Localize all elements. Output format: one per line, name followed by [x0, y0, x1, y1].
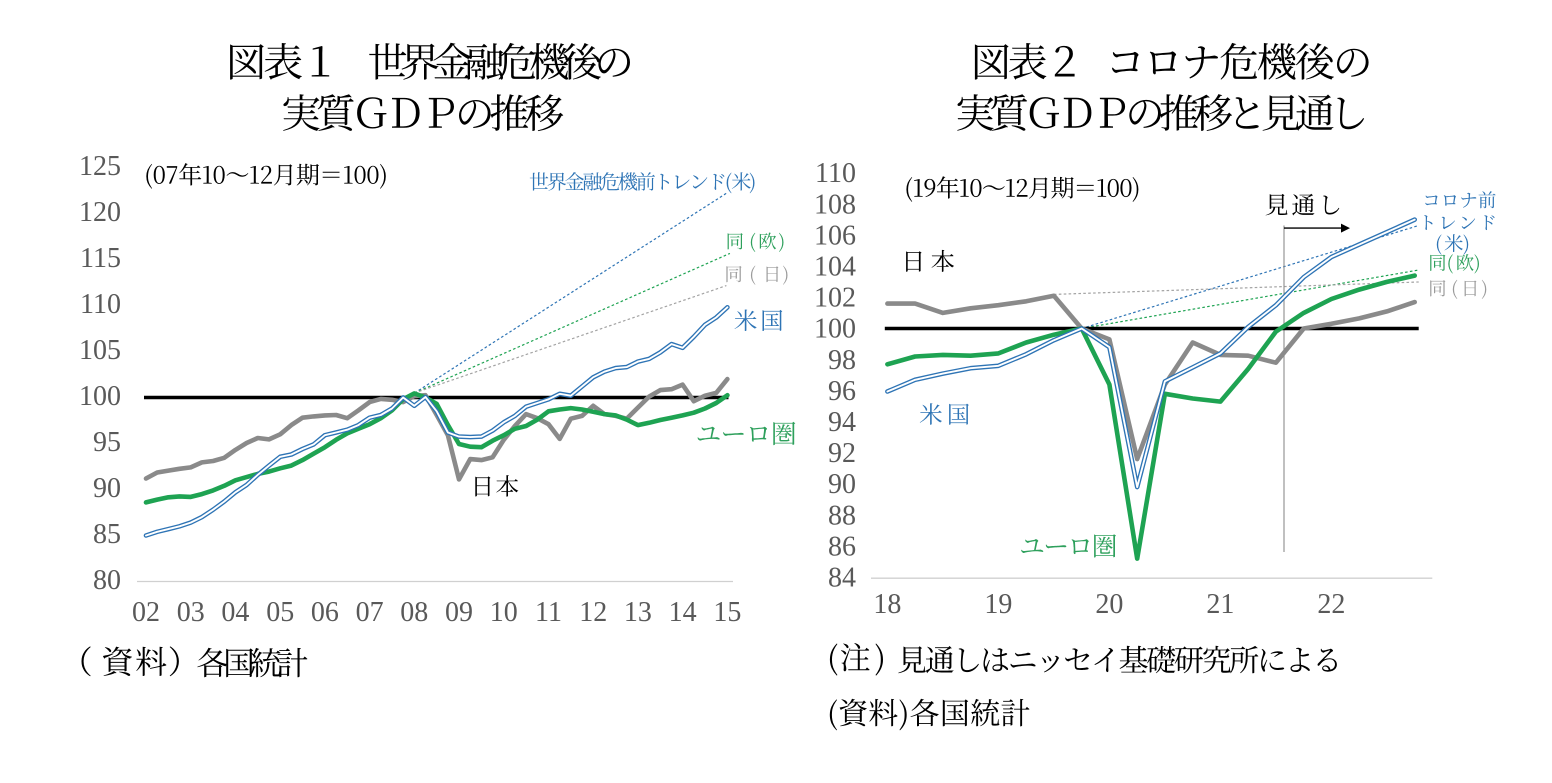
svg-text:92: 92 [828, 438, 856, 469]
svg-text:100: 100 [79, 381, 121, 412]
svg-text:95: 95 [93, 427, 121, 458]
svg-text:15: 15 [713, 597, 741, 628]
svg-text:110: 110 [80, 289, 121, 320]
svg-text:96: 96 [828, 376, 856, 407]
svg-text:108: 108 [814, 189, 856, 220]
svg-text:09: 09 [445, 597, 473, 628]
svg-text:84: 84 [828, 563, 856, 594]
svg-text:86: 86 [828, 531, 856, 562]
svg-text:90: 90 [828, 469, 856, 500]
svg-text:12: 12 [579, 597, 607, 628]
svg-text:14: 14 [669, 597, 697, 628]
svg-text:98: 98 [828, 345, 856, 376]
svg-text:125: 125 [79, 151, 121, 182]
svg-text:110: 110 [815, 158, 856, 189]
svg-text:102: 102 [814, 283, 856, 314]
svg-text:100: 100 [814, 314, 856, 345]
svg-text:80: 80 [93, 565, 121, 596]
svg-text:07: 07 [356, 597, 384, 628]
svg-text:04: 04 [221, 597, 249, 628]
svg-text:06: 06 [311, 597, 339, 628]
svg-text:03: 03 [177, 597, 205, 628]
svg-text:05: 05 [266, 597, 294, 628]
svg-text:22: 22 [1317, 589, 1345, 620]
svg-text:18: 18 [873, 589, 901, 620]
svg-text:115: 115 [80, 243, 121, 274]
svg-text:20: 20 [1095, 589, 1123, 620]
svg-text:02: 02 [132, 597, 160, 628]
svg-text:13: 13 [624, 597, 652, 628]
svg-text:94: 94 [828, 407, 856, 438]
svg-text:08: 08 [400, 597, 428, 628]
svg-text:106: 106 [814, 220, 856, 251]
svg-text:120: 120 [79, 197, 121, 228]
svg-text:105: 105 [79, 335, 121, 366]
svg-text:19: 19 [984, 589, 1012, 620]
svg-text:90: 90 [93, 473, 121, 504]
svg-text:88: 88 [828, 500, 856, 531]
svg-text:104: 104 [814, 252, 856, 283]
svg-text:10: 10 [490, 597, 518, 628]
svg-text:21: 21 [1206, 589, 1234, 620]
svg-text:85: 85 [93, 519, 121, 550]
svg-text:11: 11 [535, 597, 562, 628]
